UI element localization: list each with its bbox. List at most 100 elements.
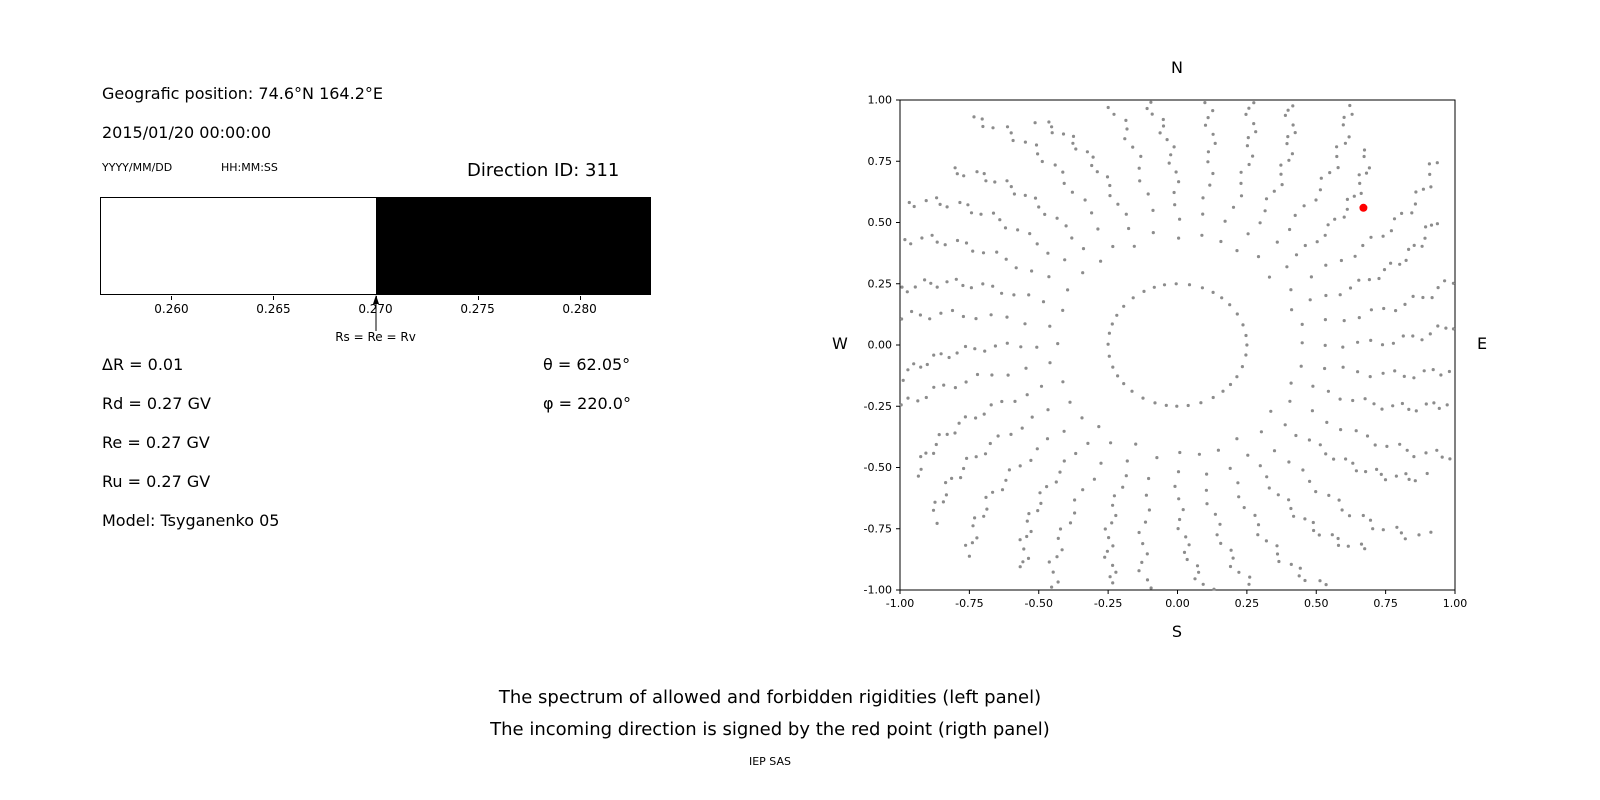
direction-dot xyxy=(1036,152,1040,156)
direction-dot xyxy=(1155,456,1159,460)
direction-dot xyxy=(1391,404,1395,408)
direction-dot xyxy=(1311,520,1315,525)
direction-dot xyxy=(1297,574,1301,578)
direction-dot xyxy=(1291,104,1295,108)
direction-dot xyxy=(1035,345,1039,349)
direction-dot xyxy=(1141,396,1145,400)
direction-dot xyxy=(1265,475,1269,479)
direction-dot xyxy=(1023,322,1027,326)
direction-dot xyxy=(1027,512,1031,516)
direction-dot xyxy=(1009,131,1013,135)
direction-dot xyxy=(1356,340,1360,344)
direction-dot xyxy=(1368,375,1372,379)
direction-dot xyxy=(943,243,947,247)
direction-dot xyxy=(916,399,920,403)
direction-dot xyxy=(1095,170,1099,174)
direction-dot xyxy=(1206,116,1210,120)
direction-dot xyxy=(1338,293,1342,297)
direction-dot xyxy=(1246,232,1250,236)
direction-dot xyxy=(1147,508,1151,512)
direction-dot xyxy=(958,200,962,205)
direction-dot xyxy=(1435,222,1439,226)
direction-dot xyxy=(964,543,968,547)
spectrum-tick xyxy=(579,296,581,300)
direction-dot xyxy=(1034,143,1039,147)
direction-dot xyxy=(1315,240,1319,244)
direction-dot xyxy=(1340,508,1344,512)
direction-dot xyxy=(1144,493,1148,497)
direction-dot xyxy=(993,344,997,348)
direction-dot xyxy=(1019,345,1023,349)
direction-dot xyxy=(1030,269,1034,273)
direction-dot xyxy=(1448,457,1452,461)
param-delta-r: ΔR = 0.01 xyxy=(102,355,184,374)
direction-dot xyxy=(1412,243,1416,247)
direction-dot xyxy=(1287,158,1291,162)
direction-dot xyxy=(1228,564,1233,569)
direction-dot xyxy=(1251,154,1255,158)
direction-dot xyxy=(1356,370,1360,374)
direction-dot xyxy=(980,117,984,121)
direction-dot xyxy=(1323,233,1327,237)
direction-dot xyxy=(1247,106,1251,110)
direction-dot xyxy=(1245,343,1249,347)
direction-dot xyxy=(1379,472,1383,476)
direction-dot xyxy=(1335,154,1339,159)
direction-dot xyxy=(1050,585,1054,589)
direction-dot xyxy=(1326,389,1330,393)
direction-dot xyxy=(1081,271,1085,275)
direction-dot xyxy=(973,347,977,351)
direction-dot xyxy=(1035,242,1039,246)
direction-dot xyxy=(1414,409,1418,413)
direction-dot xyxy=(1405,448,1409,452)
direction-dot xyxy=(1201,196,1205,200)
direction-dot xyxy=(1294,253,1299,257)
direction-dot xyxy=(991,284,995,288)
direction-dot xyxy=(1431,368,1435,372)
direction-dot xyxy=(1186,403,1190,408)
direction-dot xyxy=(1393,369,1397,373)
direction-dot xyxy=(1173,484,1177,488)
direction-dot xyxy=(1369,308,1373,312)
direction-dot xyxy=(1181,508,1185,512)
spectrum-tick-label: 0.265 xyxy=(256,302,291,316)
direction-dot xyxy=(937,433,941,437)
direction-dot xyxy=(907,200,911,205)
direction-dot xyxy=(1161,124,1166,128)
y-tick-label: -0.75 xyxy=(864,522,892,535)
direction-dot xyxy=(1071,141,1075,145)
direction-dot xyxy=(1351,398,1355,403)
direction-dot xyxy=(944,481,948,485)
direction-dot xyxy=(1319,176,1323,180)
direction-dot xyxy=(973,516,977,520)
y-tick-label: 1.00 xyxy=(868,94,893,107)
direction-dot xyxy=(1385,444,1389,448)
direction-dot xyxy=(1161,117,1165,122)
direction-dot xyxy=(1114,570,1118,574)
direction-dot xyxy=(1071,134,1076,138)
direction-dot xyxy=(1240,365,1244,369)
direction-dot xyxy=(1391,341,1395,345)
direction-dot xyxy=(1043,212,1047,216)
direction-dot xyxy=(1200,286,1204,290)
direction-dot xyxy=(1137,166,1141,170)
direction-dot xyxy=(988,441,992,446)
direction-dot xyxy=(1199,401,1203,405)
direction-dot xyxy=(990,373,994,377)
direction-dot xyxy=(1362,148,1367,152)
direction-dot xyxy=(1292,514,1296,518)
direction-dot xyxy=(1174,282,1178,286)
y-tick-label: 0.00 xyxy=(868,339,893,352)
direction-dot xyxy=(1081,247,1086,251)
direction-dot xyxy=(1293,131,1297,135)
direction-dot xyxy=(1371,527,1375,531)
direction-dot xyxy=(1424,402,1428,406)
direction-dot xyxy=(1162,283,1167,287)
direction-dot xyxy=(906,396,910,400)
direction-dot xyxy=(969,211,974,215)
direction-dot xyxy=(984,179,988,183)
direction-dot xyxy=(1092,477,1096,481)
direction-dot xyxy=(1141,542,1145,546)
direction-dot xyxy=(991,211,996,215)
direction-dot xyxy=(1009,185,1013,189)
